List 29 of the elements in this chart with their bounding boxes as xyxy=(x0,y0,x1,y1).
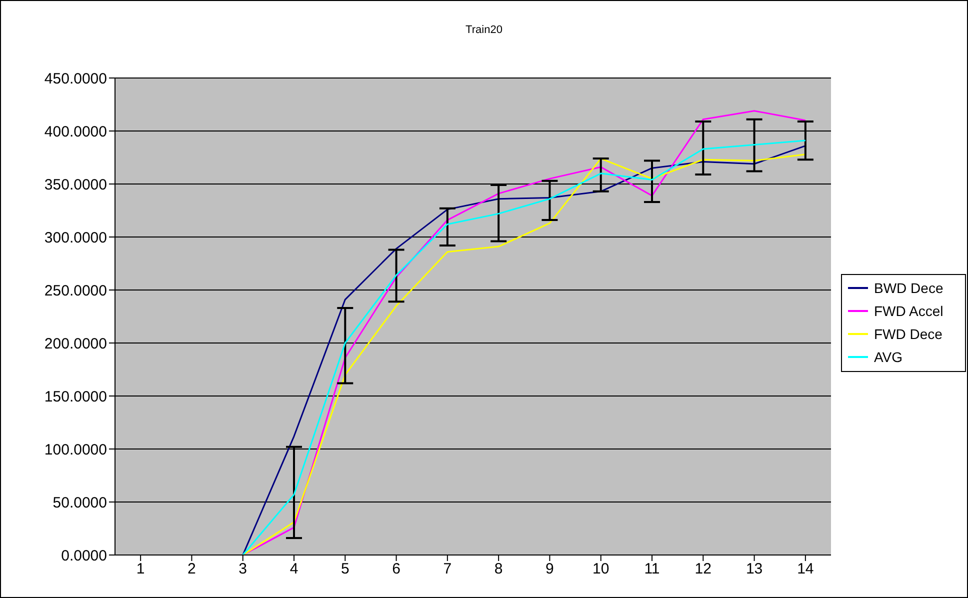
y-tick-label: 0.0000 xyxy=(61,547,107,564)
y-tick-label: 250.0000 xyxy=(44,282,107,300)
x-tick-label: 7 xyxy=(443,560,452,578)
x-tick-label: 4 xyxy=(290,560,298,578)
chart-title: Train20 xyxy=(464,24,504,36)
x-tick-label: 11 xyxy=(644,560,660,578)
x-tick-label: 10 xyxy=(592,560,610,578)
legend-label: FWD Accel xyxy=(874,303,944,319)
y-tick-label: 400.0000 xyxy=(44,123,107,140)
y-tick-label: 100.0000 xyxy=(44,441,107,458)
x-tick-label: 3 xyxy=(238,560,248,578)
x-tick-label: 2 xyxy=(188,560,196,578)
y-tick-label: 300.0000 xyxy=(44,229,107,246)
y-tick-label: 200.0000 xyxy=(44,335,107,352)
y-tick-label: 450.0000 xyxy=(44,70,107,88)
x-tick-label: 5 xyxy=(340,560,350,578)
legend-label: BWD Dece xyxy=(874,280,944,296)
x-tick-label: 8 xyxy=(494,560,503,578)
x-tick-label: 12 xyxy=(694,560,712,578)
x-tick-label: 13 xyxy=(746,560,763,578)
x-tick-label: 9 xyxy=(546,560,554,578)
y-tick-label: 150.0000 xyxy=(44,388,107,406)
x-tick-label: 14 xyxy=(797,560,814,578)
x-tick-label: 1 xyxy=(136,560,145,578)
y-tick-label: 350.0000 xyxy=(44,176,107,194)
legend-label: AVG xyxy=(874,349,903,365)
x-tick-label: 6 xyxy=(392,560,400,578)
legend-label: FWD Dece xyxy=(874,326,942,342)
y-tick-label: 50.0000 xyxy=(52,494,107,512)
